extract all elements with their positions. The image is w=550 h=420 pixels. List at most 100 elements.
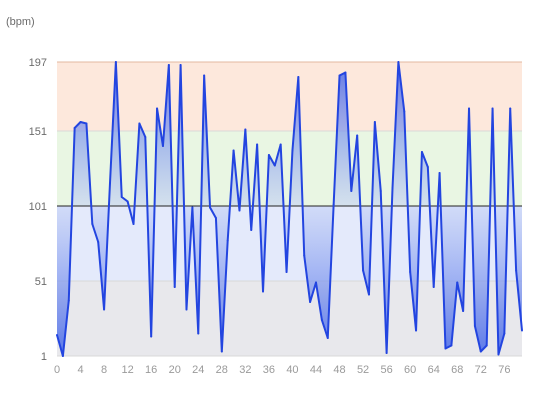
x-tick-label-2: 8 [101,364,107,376]
x-tick-label-11: 44 [310,364,322,376]
data-point-69 [462,310,465,312]
data-point-52 [362,269,365,272]
data-point-8 [103,308,106,311]
data-point-5 [85,122,88,125]
data-point-53 [367,293,370,296]
data-point-79 [521,329,523,332]
data-point-34 [256,143,259,146]
data-point-10 [114,61,117,63]
x-tick-label-4: 16 [145,364,157,376]
x-tick-label-13: 52 [357,364,369,376]
y-tick-label-3: 151 [29,126,47,138]
data-point-25 [203,74,206,77]
data-point-6 [91,223,94,225]
x-tick-label-7: 28 [216,364,228,376]
data-point-58 [397,61,400,63]
data-point-68 [456,281,459,284]
data-point-14 [138,122,141,125]
x-tick-label-12: 48 [333,364,345,376]
data-point-48 [338,74,341,77]
data-point-64 [432,286,435,288]
data-point-45 [320,319,323,321]
data-point-23 [191,206,194,209]
data-point-19 [167,64,170,66]
data-point-66 [444,347,447,350]
x-tick-label-6: 24 [192,364,204,376]
data-point-0 [56,334,58,336]
data-point-46 [326,337,329,339]
data-point-21 [179,64,182,66]
data-point-3 [73,127,76,129]
series-area [56,61,523,357]
data-point-39 [285,271,288,273]
data-point-30 [232,149,235,152]
data-point-77 [509,107,512,110]
data-point-29 [226,239,229,242]
x-tick-label-14: 56 [380,364,392,376]
data-point-51 [356,134,359,137]
x-tick-label-9: 36 [263,364,275,376]
data-point-54 [373,121,376,123]
data-point-17 [156,107,159,110]
data-point-74 [491,107,494,110]
data-point-78 [515,269,518,272]
x-tick-label-3: 12 [122,364,134,376]
x-tick-label-16: 64 [428,364,440,376]
data-point-70 [468,107,471,110]
zone-band-0 [57,62,522,131]
x-tick-label-10: 40 [286,364,298,376]
y-tick-label-1: 51 [35,276,47,288]
data-point-18 [161,145,164,147]
data-point-63 [426,166,429,168]
y-unit-label: (bpm) [6,16,35,28]
data-point-35 [262,290,265,293]
data-point-41 [297,76,300,78]
series-line [56,61,523,357]
y-tick-label-0: 1 [41,351,47,363]
data-point-4 [79,121,82,123]
data-point-44 [314,281,317,284]
data-point-26 [209,206,212,209]
x-tick-label-19: 76 [498,364,510,376]
data-point-36 [267,154,270,156]
data-point-67 [450,344,453,347]
data-point-62 [420,151,423,153]
x-axis-ticks: 0 4 8 12 16 20 24 28 32 36 40 44 48 52 56 60 64 68 72 76 [54,364,511,376]
data-point-32 [244,128,247,131]
data-point-47 [332,203,335,206]
data-point-61 [415,329,418,332]
x-tick-label-8: 32 [239,364,251,376]
data-point-37 [273,164,276,167]
x-tick-label-17: 68 [451,364,463,376]
data-point-20 [173,286,176,288]
data-point-9 [108,182,111,185]
x-tick-label-0: 0 [54,364,60,376]
data-point-71 [473,325,476,327]
data-point-38 [279,143,282,146]
data-points [56,61,523,357]
x-tick-label-5: 20 [169,364,181,376]
data-point-75 [497,353,500,356]
data-point-2 [67,299,70,302]
data-point-49 [344,71,347,74]
data-point-12 [126,200,129,203]
data-point-22 [185,308,188,311]
data-point-73 [485,344,488,347]
y-tick-label-2: 101 [29,201,47,213]
data-point-42 [303,254,306,257]
data-point-31 [238,209,241,212]
x-tick-label-18: 72 [475,364,487,376]
y-tick-label-4: 197 [29,57,47,69]
data-point-76 [503,332,506,335]
data-point-60 [409,271,412,273]
data-point-72 [479,350,482,353]
data-point-40 [291,149,294,152]
data-point-7 [97,241,100,243]
x-tick-label-1: 4 [77,364,83,376]
data-point-65 [438,172,441,174]
data-point-28 [220,350,223,353]
data-point-24 [197,332,200,335]
data-point-13 [132,223,135,225]
